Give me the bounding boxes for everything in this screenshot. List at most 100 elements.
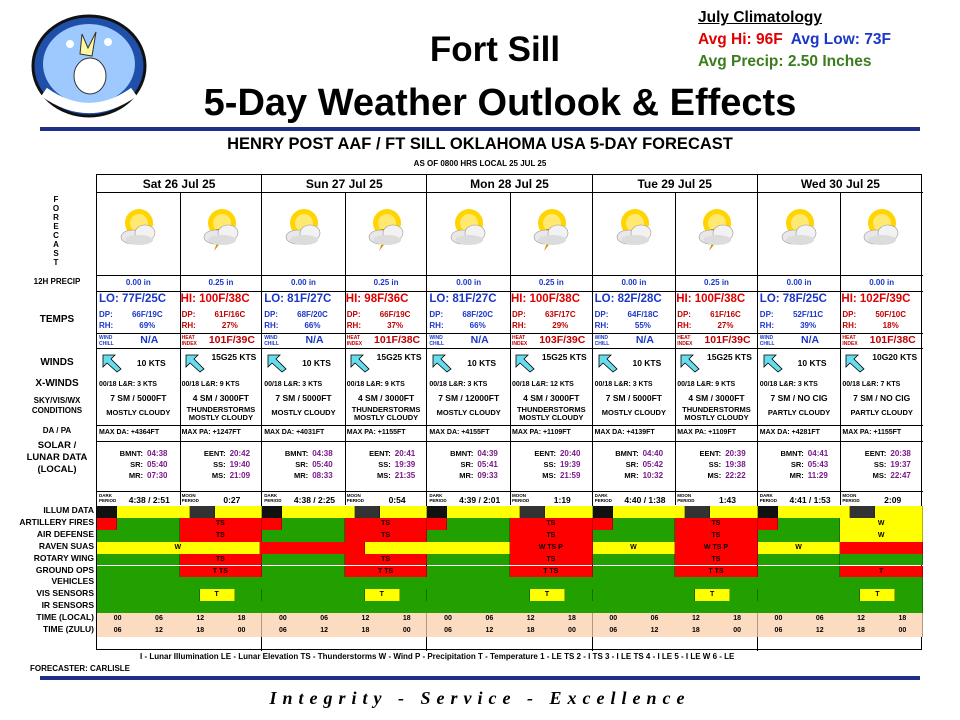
moon-period-value: 0:27 bbox=[223, 495, 241, 505]
time-local-label: 12 bbox=[691, 615, 700, 623]
eent-label: EENT: bbox=[203, 449, 226, 458]
precip-value: 0.25 in bbox=[373, 278, 399, 287]
time-local-label: 00 bbox=[278, 615, 287, 623]
time-zulu-label: 12 bbox=[155, 627, 163, 634]
mr-label: MR: bbox=[789, 471, 804, 480]
precip-value: 0.00 in bbox=[621, 278, 647, 287]
divider bbox=[97, 425, 262, 426]
high-temp: HI: 100F/38C bbox=[676, 293, 746, 305]
ms-value: 21:35 bbox=[394, 471, 416, 480]
wind-direction-icon bbox=[762, 353, 784, 375]
artillery-segment bbox=[757, 517, 778, 530]
vis-sensors-segment: T bbox=[860, 589, 896, 602]
air-defense-segment bbox=[97, 529, 180, 542]
thunderstorm-icon bbox=[687, 203, 747, 255]
dark-period-value: 4:39 / 2:01 bbox=[459, 495, 501, 505]
vis-sensors-segment: T bbox=[199, 589, 235, 602]
time-zulu-label: 00 bbox=[733, 627, 742, 634]
ms-value: 21:09 bbox=[229, 471, 251, 480]
wind-speed: 15G25 KTS bbox=[376, 352, 422, 362]
vis-sensors-segment bbox=[399, 589, 428, 602]
divider bbox=[427, 441, 592, 442]
dark-segment bbox=[427, 506, 448, 518]
mr-label: MR: bbox=[128, 471, 143, 480]
partly-sunny-icon bbox=[852, 203, 912, 255]
moon-period-value: 1:19 bbox=[553, 495, 571, 505]
time-local-label: 00 bbox=[444, 615, 452, 623]
dark-segment bbox=[520, 506, 545, 518]
raven-segment: W TS P bbox=[675, 541, 758, 554]
air-defense-segment bbox=[427, 529, 510, 542]
density-altitude: MAX DA: +4031FT bbox=[264, 429, 325, 436]
bmnt-value: 04:38 bbox=[312, 449, 333, 458]
ms-value: 22:22 bbox=[725, 471, 746, 480]
time-zulu-label: 18 bbox=[857, 627, 865, 634]
sr-value: 05:42 bbox=[642, 460, 664, 469]
divider bbox=[179, 333, 263, 334]
divider bbox=[509, 333, 593, 334]
time-zulu-label: 06 bbox=[278, 627, 287, 634]
divider bbox=[592, 491, 757, 492]
air-defense-segment: TS bbox=[510, 529, 593, 542]
mr-value: 08:33 bbox=[312, 471, 333, 480]
time-zulu-row bbox=[757, 625, 923, 637]
weather-condition: PARTLY CLOUDY bbox=[767, 409, 831, 417]
dp-value: 68F/20C bbox=[462, 310, 494, 319]
time-local-label: 12 bbox=[196, 615, 205, 623]
divider bbox=[97, 491, 262, 492]
index-value: 101F/38C bbox=[869, 334, 916, 346]
rotary-wing-segment: TS bbox=[675, 553, 758, 566]
rh-label: RH: bbox=[181, 321, 196, 330]
illum-segment bbox=[447, 506, 520, 518]
time-zulu-label: 12 bbox=[485, 627, 494, 634]
time-zulu-label: 12 bbox=[650, 627, 659, 634]
wind-speed: 10 KTS bbox=[797, 358, 827, 368]
wind-direction-icon bbox=[431, 353, 453, 375]
eent-value: 20:42 bbox=[229, 449, 251, 458]
raven-segment: W bbox=[592, 541, 676, 554]
artillery-segment bbox=[117, 517, 180, 530]
dp-value: 52F/11C bbox=[792, 310, 824, 319]
density-altitude: MAX PA: +1247FT bbox=[181, 429, 241, 436]
ground-ops-segment: T TS bbox=[675, 565, 758, 578]
sky-vis: 7 SM / 5000FT bbox=[275, 393, 332, 403]
ss-label: SS: bbox=[873, 460, 887, 469]
weather-condition: MOSTLY CLOUDY bbox=[271, 409, 336, 417]
bmnt-label: BMNT: bbox=[780, 449, 804, 458]
rh-value: 55% bbox=[634, 321, 651, 330]
divider bbox=[757, 348, 923, 349]
crosswind-value: 00/18 L&R: 3 KTS bbox=[594, 381, 653, 388]
footer-rule bbox=[40, 676, 920, 680]
da-row-label: DA / PA bbox=[42, 426, 72, 435]
artillery-segment: TS bbox=[179, 517, 263, 530]
divider bbox=[97, 441, 262, 442]
rotary-wing-segment bbox=[262, 553, 345, 566]
index-label: HEAT INDEX bbox=[511, 335, 528, 347]
rotary-wing-segment: TS bbox=[179, 553, 263, 566]
half-divider bbox=[675, 193, 677, 505]
dark-period-value: 4:38 / 2:51 bbox=[128, 495, 170, 505]
density-altitude: MAX PA: +1109FT bbox=[677, 429, 736, 436]
high-temp: HI: 100F/38C bbox=[180, 293, 250, 305]
dark-period-label: DARK PERIOD bbox=[99, 493, 117, 503]
avg-precip: Avg Precip: 2.50 Inches bbox=[698, 53, 872, 70]
vis-sensors-segment bbox=[592, 589, 696, 602]
moon-period-value: 0:54 bbox=[388, 495, 406, 505]
artillery-segment bbox=[447, 517, 510, 530]
page-subtitle: 5-Day Weather Outlook & Effects bbox=[203, 82, 797, 124]
dp-label: DP: bbox=[429, 310, 444, 319]
ms-label: MS: bbox=[872, 471, 887, 480]
air-defense-segment bbox=[757, 529, 841, 542]
wind-direction-icon bbox=[349, 353, 371, 375]
time-zulu-label: 18 bbox=[196, 627, 205, 634]
rotary-wing-segment bbox=[592, 553, 676, 566]
effects-row-label: ROTARY WING bbox=[33, 552, 94, 563]
rh-label: RH: bbox=[594, 321, 609, 330]
forecast-title: HENRY POST AAF / FT SILL OKLAHOMA USA 5-… bbox=[227, 135, 733, 153]
rh-value: 18% bbox=[882, 321, 899, 330]
wind-direction-icon bbox=[844, 353, 866, 375]
partly-sunny-icon bbox=[770, 203, 830, 255]
partly-sunny-icon bbox=[605, 203, 665, 255]
effects-row-label: ILLUM DATA bbox=[43, 505, 94, 515]
divider bbox=[97, 333, 180, 334]
